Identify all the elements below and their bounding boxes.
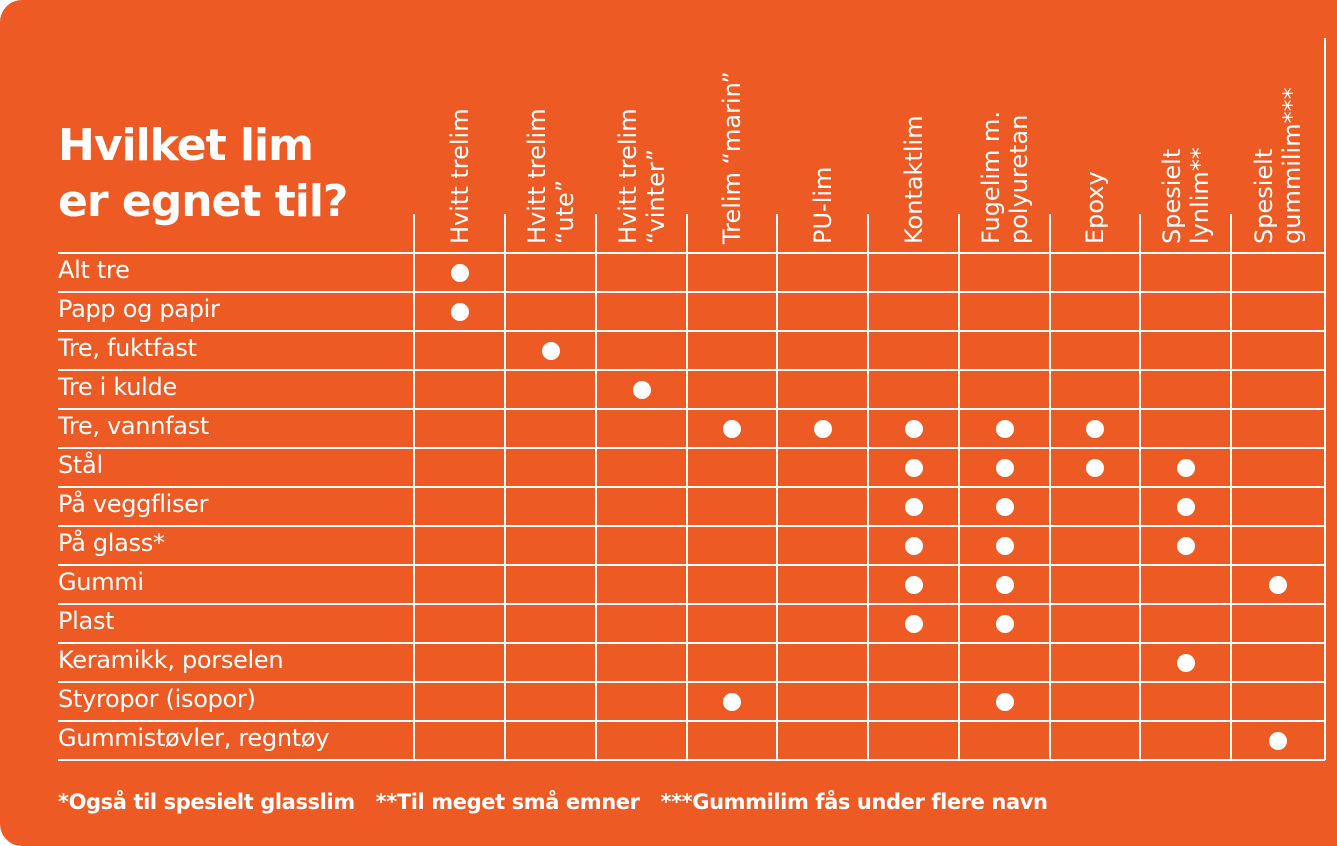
suitability-dot <box>995 692 1014 711</box>
column-header: Hvitt trelim “ute” <box>523 108 579 244</box>
suitability-dot <box>541 341 560 360</box>
column-header: Hvitt trelim “vinter” <box>614 108 670 244</box>
column-header-line: Spesielt <box>1250 148 1278 244</box>
suitability-dot <box>995 536 1014 555</box>
column-header: Spesielt gummilim*** <box>1250 87 1306 244</box>
row-label: Styropor (isopor) <box>58 685 256 713</box>
suitability-dot <box>995 497 1014 516</box>
suitability-dot <box>1086 458 1104 477</box>
column-header: Kontaktlim <box>900 115 928 244</box>
suitability-dot <box>904 419 923 438</box>
row-label: Gummi <box>58 568 144 596</box>
chart-title: Hvilket lim er egnet til? <box>58 118 348 230</box>
suitability-dot <box>1086 419 1104 438</box>
column-header: Hvitt trelim <box>446 108 474 244</box>
row-label: På veggfliser <box>58 490 209 518</box>
suitability-dot <box>1176 458 1195 477</box>
row-label: Papp og papir <box>58 295 220 323</box>
column-header: Spesielt lynlim** <box>1158 147 1214 244</box>
suitability-dot <box>904 458 923 477</box>
column-header-line: Spesielt <box>1157 148 1186 244</box>
column-header: PU-lim <box>809 167 837 244</box>
suitability-dot <box>1176 536 1195 555</box>
suitability-dot <box>723 692 741 711</box>
suitability-dot <box>1176 653 1195 672</box>
column-header-line: “ute” <box>550 179 579 244</box>
row-label: Gummistøvler, regntøy <box>58 724 330 752</box>
suitability-dot <box>904 497 923 516</box>
column-header: Epoxy <box>1081 171 1109 244</box>
footnote-glass: *Også til spesielt glasslim <box>58 790 355 814</box>
suitability-dot <box>1176 497 1195 516</box>
row-label: Plast <box>58 607 115 635</box>
column-header: Trelim “marin” <box>718 71 746 244</box>
column-header-line: lynlim** <box>1185 147 1214 244</box>
row-label: Keramikk, porselen <box>58 646 284 674</box>
suitability-dot <box>995 575 1014 594</box>
suitability-dot <box>450 302 469 321</box>
column-header-line: polyuretan <box>1004 114 1033 244</box>
footnotes: *Også til spesielt glasslim **Til meget … <box>58 787 1062 817</box>
row-label: På glass* <box>58 529 165 557</box>
column-header-line: gummilim*** <box>1278 87 1306 244</box>
title-line-2: er egnet til? <box>58 176 348 227</box>
column-header-line: Trelim “marin” <box>718 71 746 244</box>
suitability-dot <box>995 614 1014 633</box>
title-line-1: Hvilket lim <box>58 120 314 171</box>
column-header-line: “vinter” <box>641 148 670 244</box>
column-header-line: Hvitt trelim <box>613 108 642 244</box>
column-header: Fugelim m. polyuretan <box>977 111 1033 244</box>
column-header-line: Hvitt trelim <box>445 108 474 244</box>
suitability-dot <box>450 263 469 282</box>
footnote-rubber-glue: ***Gummilim fås under flere navn <box>660 790 1048 814</box>
column-header-line: Hvitt trelim <box>522 108 551 244</box>
suitability-dot <box>1269 731 1287 750</box>
suitability-dot <box>632 380 651 399</box>
suitability-dot <box>904 614 923 633</box>
column-header-line: Epoxy <box>1081 171 1109 244</box>
footnote-small-items: **Til meget små emner <box>375 790 640 814</box>
suitability-dot <box>995 419 1014 438</box>
row-label: Tre, vannfast <box>58 412 209 440</box>
row-label: Alt tre <box>58 256 130 284</box>
column-header-line: PU-lim <box>808 166 837 244</box>
row-label: Stål <box>58 451 103 479</box>
suitability-dot <box>723 419 741 438</box>
row-label: Tre i kulde <box>58 373 177 401</box>
column-header-line: Kontaktlim <box>899 115 928 244</box>
suitability-dot <box>813 419 832 438</box>
suitability-dot <box>904 536 923 555</box>
suitability-dot <box>904 575 923 594</box>
suitability-dot <box>1269 575 1287 594</box>
row-label: Tre, fuktfast <box>58 334 197 362</box>
suitability-dot <box>995 458 1014 477</box>
column-header-line: Fugelim m. <box>976 110 1005 244</box>
